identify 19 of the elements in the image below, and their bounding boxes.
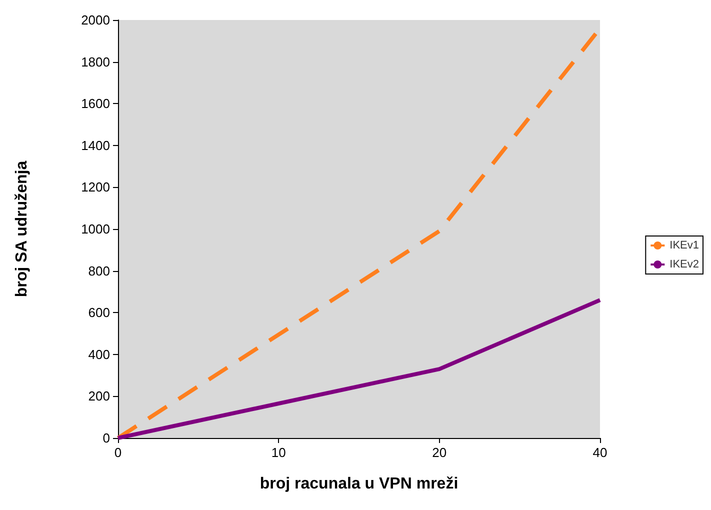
y-tick-label: 2000 bbox=[81, 12, 110, 28]
x-tick-label: 10 bbox=[271, 445, 286, 460]
y-tick-label: 200 bbox=[88, 388, 110, 404]
x-tick-label: 0 bbox=[114, 445, 122, 460]
x-axis-title: broj racunala u VPN mreži bbox=[260, 476, 458, 492]
x-tick-label: 40 bbox=[592, 445, 608, 460]
y-tick-label: 400 bbox=[88, 346, 110, 362]
y-tick-label: 800 bbox=[88, 263, 110, 278]
y-tick-label: 0 bbox=[102, 430, 110, 446]
y-tick-label: 1200 bbox=[81, 180, 110, 195]
x-tick-label: 20 bbox=[432, 445, 447, 460]
y-tick-label: 1000 bbox=[81, 222, 110, 236]
y-tick-label: 1600 bbox=[81, 96, 110, 112]
y-tick-label: 1400 bbox=[81, 138, 110, 153]
y-axis-title: broj SA udruženja bbox=[14, 160, 30, 298]
legend-label: IKEv2 bbox=[670, 258, 700, 270]
y-tick-label: 1800 bbox=[81, 54, 110, 70]
y-tick-label: 600 bbox=[88, 305, 110, 320]
legend-label: IKEv1 bbox=[670, 240, 700, 252]
